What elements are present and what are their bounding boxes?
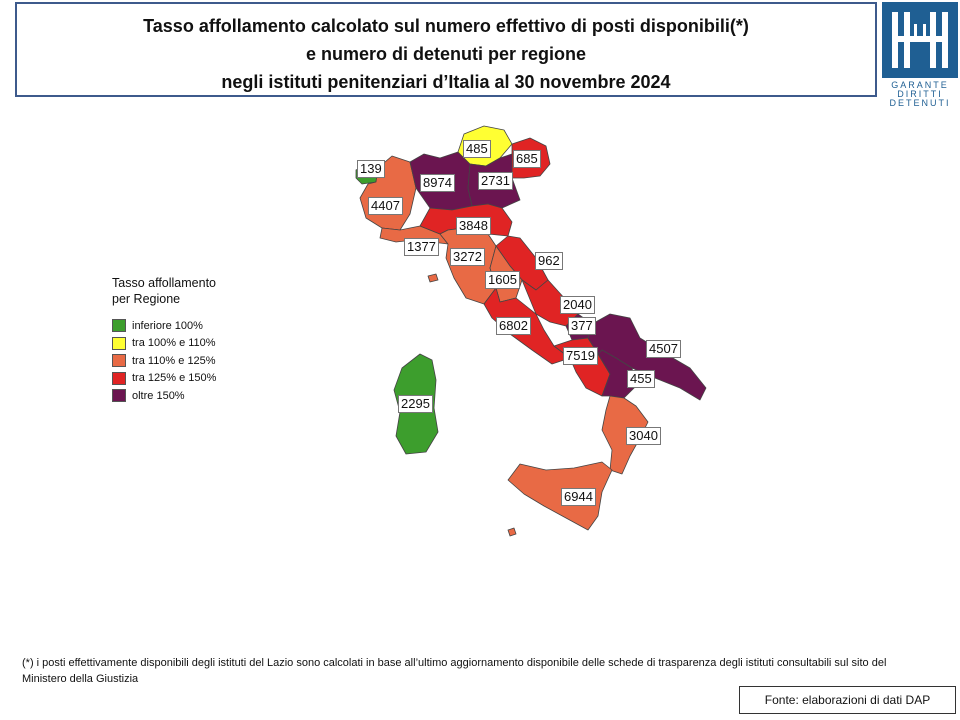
legend-title-line-1: Tasso affollamento xyxy=(112,276,216,290)
region-value-label: 7519 xyxy=(563,347,598,365)
region-sicilia xyxy=(507,461,613,531)
source-text: Fonte: elaborazioni di dati DAP xyxy=(764,693,931,707)
region-value-label: 4407 xyxy=(368,197,403,215)
footnote: (*) i posti effettivamente disponibili d… xyxy=(22,657,887,685)
logo-line-3: DETENUTI xyxy=(890,98,951,108)
region-value-label: 2731 xyxy=(478,172,513,190)
legend-swatch xyxy=(112,336,126,350)
region-value-label: 455 xyxy=(627,370,655,388)
region-value-label: 377 xyxy=(568,317,596,335)
legend-label: inferiore 100% xyxy=(132,319,203,332)
garante-logo: GARANTE DIRITTI DETENUTI xyxy=(882,2,958,108)
region-value-label: 2040 xyxy=(560,296,595,314)
region-value-label: 2295 xyxy=(398,395,433,413)
region-calabria xyxy=(601,395,649,475)
region-value-label: 139 xyxy=(357,160,385,178)
region-value-label: 3040 xyxy=(626,427,661,445)
italy-map-svg xyxy=(355,125,707,537)
legend-label: oltre 150% xyxy=(132,389,185,402)
legend-item: oltre 150% xyxy=(112,387,272,405)
region-value-label: 485 xyxy=(463,140,491,158)
map-legend: Tasso affollamento per Regione inferiore… xyxy=(112,275,272,405)
region-value-label: 6944 xyxy=(561,488,596,506)
legend-swatch xyxy=(112,371,126,385)
legend-label: tra 125% e 150% xyxy=(132,372,217,385)
legend-item: tra 100% e 110% xyxy=(112,335,272,353)
region-basilicata xyxy=(597,349,637,399)
region-value-label: 3848 xyxy=(456,217,491,235)
title-line-3: negli istituti penitenziari d’Italia al … xyxy=(221,72,671,92)
legend-title-line-2: per Regione xyxy=(112,292,181,306)
legend-label: tra 110% e 125% xyxy=(132,354,216,367)
region-value-label: 685 xyxy=(513,150,541,168)
legend-item: inferiore 100% xyxy=(112,317,272,335)
island-small xyxy=(507,527,517,537)
region-value-label: 1605 xyxy=(485,271,520,289)
region-value-label: 962 xyxy=(535,252,563,270)
title-line-2: e numero di detenuti per regione xyxy=(305,44,587,64)
legend-swatch xyxy=(112,319,126,333)
region-value-label: 4507 xyxy=(646,340,681,358)
legend-item: tra 125% e 150% xyxy=(112,370,272,388)
logo-line-1: GARANTE xyxy=(891,80,949,90)
region-value-label: 8974 xyxy=(420,174,455,192)
region-value-label: 3272 xyxy=(450,248,485,266)
title-box: Tasso affollamento calcolato sul numero … xyxy=(15,2,877,97)
region-value-label: 1377 xyxy=(404,238,439,256)
legend-label: tra 100% e 110% xyxy=(132,337,216,350)
legend-swatch xyxy=(112,389,126,403)
island-elba xyxy=(427,273,439,283)
title-line-1: Tasso affollamento calcolato sul numero … xyxy=(143,16,749,36)
logo-line-2: DIRITTI xyxy=(897,89,943,99)
italy-map: 139 485 685 8974 2731 4407 3848 1377 327… xyxy=(340,118,740,548)
legend-swatch xyxy=(112,354,126,368)
legend-item: tra 110% e 125% xyxy=(112,352,272,370)
source-box: Fonte: elaborazioni di dati DAP xyxy=(739,686,956,714)
region-toscana xyxy=(439,227,497,305)
region-value-label: 6802 xyxy=(496,317,531,335)
